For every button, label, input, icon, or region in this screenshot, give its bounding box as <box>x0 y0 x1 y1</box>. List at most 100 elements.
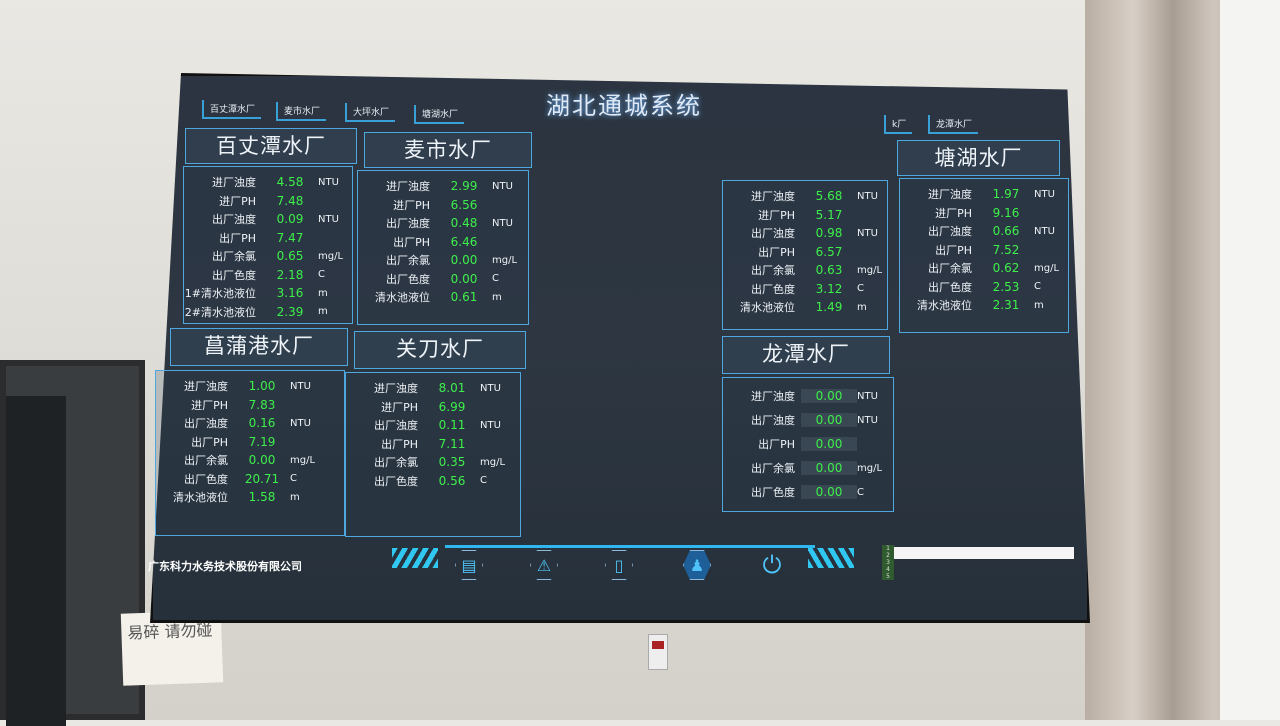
metric-unit: NTU <box>480 419 501 431</box>
metric-value: 5.17 <box>815 207 843 222</box>
power-icon[interactable]: ⏻ <box>762 551 782 579</box>
metric-label: 出厂浊度 <box>374 419 418 433</box>
stripes-left <box>392 548 438 568</box>
metric-row: 进厂浊度 4.58 NTU <box>184 173 352 192</box>
metric-label: 出厂浊度 <box>386 217 430 231</box>
metric-value: 7.83 <box>248 397 276 412</box>
metric-row: 出厂余氯 0.63 mg/L <box>723 261 887 280</box>
mini-table-bar <box>894 547 1074 559</box>
metric-label: 出厂余氯 <box>386 254 430 268</box>
metric-value: 2.31 <box>992 298 1020 313</box>
metric-value: 0.11 <box>438 418 466 433</box>
tab-longtan[interactable]: 龙潭水厂 <box>928 115 979 134</box>
metric-value: 0.56 <box>438 473 466 488</box>
metric-label: 进厂浊度 <box>928 188 972 202</box>
metric-unit: C <box>480 475 487 487</box>
window <box>1220 0 1280 720</box>
mini-row-num: 2 <box>886 552 890 559</box>
plant-title[interactable]: 龙潭水厂 <box>722 336 890 374</box>
metric-unit: NTU <box>492 217 513 229</box>
metric-label: 清水池液位 <box>375 291 430 305</box>
metric-row: 出厂色度 20.71 C <box>156 470 344 489</box>
metric-row: 出厂色度 3.12 C <box>723 280 887 299</box>
metric-unit: C <box>492 273 499 285</box>
curtain <box>1085 0 1245 720</box>
mini-row-num: 4 <box>886 566 890 573</box>
metric-row: 出厂色度 2.53 C <box>900 278 1068 297</box>
user-icon[interactable]: ♟ <box>683 550 711 580</box>
metric-value: 6.56 <box>450 197 478 212</box>
metric-value: 7.48 <box>276 193 304 208</box>
document-icon[interactable]: ▯ <box>605 550 633 580</box>
app-title: 湖北通城系统 <box>546 92 702 120</box>
metric-value: 8.01 <box>438 381 466 396</box>
metric-label: 出厂浊度 <box>751 414 795 427</box>
metric-value: 4.58 <box>276 175 304 190</box>
metric-label: 进厂浊度 <box>374 382 418 396</box>
tab-partial[interactable]: k厂 <box>884 115 913 134</box>
metric-label: 出厂PH <box>191 435 228 449</box>
metric-label: 进厂PH <box>381 400 418 414</box>
metric-unit: NTU <box>492 180 513 192</box>
metric-unit: C <box>1034 281 1041 293</box>
metric-value: 0.35 <box>438 455 466 470</box>
metric-unit: mg/L <box>480 456 506 468</box>
metric-unit: mg/L <box>318 250 344 262</box>
metric-label: 进厂PH <box>191 398 228 412</box>
metric-value: 0.98 <box>815 226 843 241</box>
metric-row: 清水池液位 2.31 m <box>900 296 1068 315</box>
metric-label: 进厂浊度 <box>212 176 256 190</box>
metric-row: 清水池液位 1.49 m <box>723 298 887 317</box>
metric-label: 进厂浊度 <box>386 180 430 194</box>
metric-unit: mg/L <box>857 462 883 474</box>
metric-row: 出厂PH 6.57 <box>723 243 887 262</box>
plant-title[interactable]: 关刀水厂 <box>354 331 526 369</box>
metric-label: 出厂余氯 <box>374 456 418 470</box>
plant-data-panel: 进厂浊度 5.68 NTU 进厂PH 5.17 出厂浊度 0.98 NTU 出厂PH 6.57 出厂… <box>722 180 888 330</box>
metric-row: 进厂浊度 0.00 NTU <box>723 384 893 408</box>
tab-maishi[interactable]: 麦市水厂 <box>276 102 327 121</box>
metric-label: 进厂浊度 <box>751 390 795 403</box>
metric-unit: NTU <box>318 213 339 225</box>
metric-value: 0.62 <box>992 261 1020 276</box>
plant-title[interactable]: 百丈潭水厂 <box>185 128 357 164</box>
metric-row: 出厂浊度 0.09 NTU <box>184 210 352 229</box>
metric-unit: m <box>492 291 502 303</box>
metric-value: 9.16 <box>992 205 1020 220</box>
tab-baizhangtan[interactable]: 百丈潭水厂 <box>202 100 262 119</box>
metric-value: 0.66 <box>992 224 1020 239</box>
metric-label: 2#清水池液位 <box>184 305 256 319</box>
metric-row: 出厂浊度 0.00 NTU <box>723 408 893 432</box>
metric-unit: m <box>857 301 867 313</box>
metric-row: 进厂浊度 5.68 NTU <box>723 187 887 206</box>
metric-value: 0.09 <box>276 212 304 227</box>
metric-label: 出厂余氯 <box>928 262 972 276</box>
plant-data-panel: 进厂浊度 0.00 NTU 出厂浊度 0.00 NTU 出厂PH 0.00 出厂余氯 0.00 mg… <box>722 377 894 512</box>
metric-row: 出厂余氯 0.35 mg/L <box>346 453 520 472</box>
metric-row: 进厂PH 6.99 <box>346 398 520 417</box>
report-icon[interactable]: ▤ <box>455 550 483 580</box>
metric-label: 出厂PH <box>758 438 795 451</box>
metric-row: 出厂浊度 0.66 NTU <box>900 222 1068 241</box>
metric-label: 清水池液位 <box>740 301 795 315</box>
plant-title[interactable]: 麦市水厂 <box>364 132 532 168</box>
company-name: 广东科力水务技术股份有限公司 <box>148 560 302 573</box>
metric-unit: mg/L <box>1034 262 1060 274</box>
plant-data-panel: 进厂浊度 1.97 NTU 进厂PH 9.16 出厂浊度 0.66 NTU 出厂PH 7.52 出厂… <box>899 178 1069 333</box>
metric-label: 1#清水池液位 <box>184 287 256 301</box>
metric-value: 2.99 <box>450 179 478 194</box>
metric-label: 出厂PH <box>393 235 430 249</box>
alarm-icon[interactable]: ⚠ <box>530 550 558 580</box>
metric-unit: C <box>290 473 297 485</box>
plant-title[interactable]: 塘湖水厂 <box>897 140 1060 176</box>
metric-row: 出厂PH 7.19 <box>156 433 344 452</box>
metric-label: 出厂余氯 <box>751 462 795 475</box>
tab-tanghu[interactable]: 塘湖水厂 <box>414 105 465 124</box>
mini-row-num: 3 <box>886 559 890 566</box>
metric-row: 2#清水池液位 2.39 m <box>184 303 352 322</box>
metric-value: 5.68 <box>815 189 843 204</box>
plant-title[interactable]: 菖蒲港水厂 <box>170 328 348 366</box>
metric-value: 0.63 <box>815 263 843 278</box>
tab-daping[interactable]: 大坪水厂 <box>345 103 396 122</box>
metric-label: 出厂余氯 <box>184 454 228 468</box>
